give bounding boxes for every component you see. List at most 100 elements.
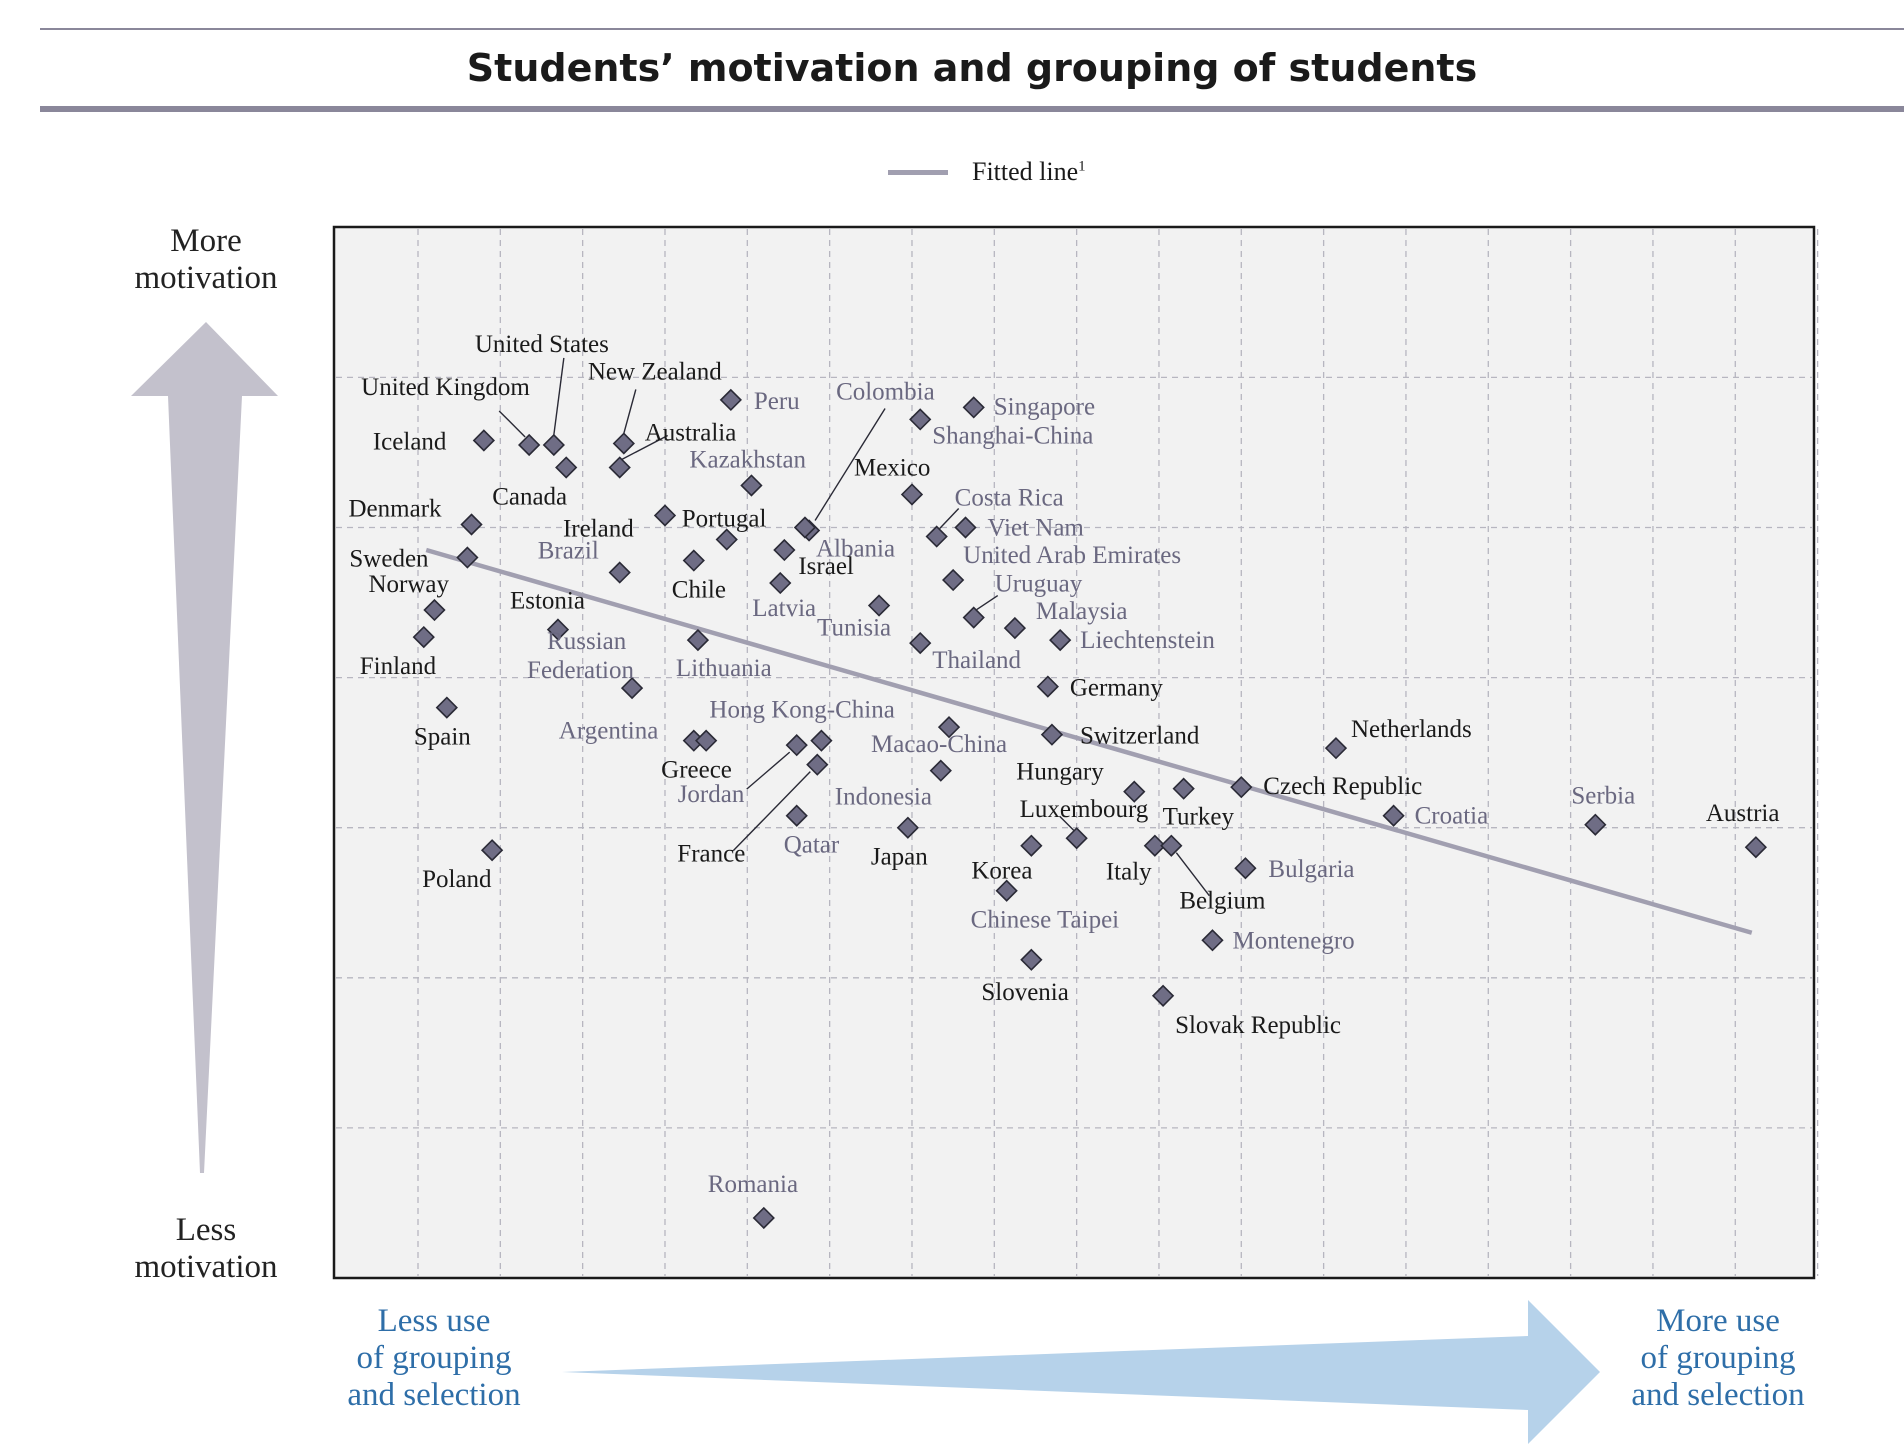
legend-footnote: 1: [1078, 158, 1086, 175]
data-points: [412, 388, 1767, 1230]
label-peru: Peru: [754, 388, 800, 415]
label-uruguay: Uruguay: [995, 571, 1083, 598]
label-germany: Germany: [1070, 675, 1164, 702]
more-grouping-arrow-icon: [562, 1300, 1600, 1444]
point-france: [806, 753, 829, 776]
label-serbia: Serbia: [1571, 783, 1635, 810]
label-chile: Chile: [672, 577, 726, 604]
leader-united-kingdom: [498, 410, 526, 438]
legend-label-text: Fitted line: [972, 157, 1079, 186]
point-denmark: [460, 513, 483, 536]
point-viet-nam: [954, 516, 977, 539]
point-albania: [793, 516, 817, 539]
label-latvia: Latvia: [752, 595, 816, 622]
label-argentina: Argentina: [559, 718, 659, 745]
label-tunisia: Tunisia: [817, 615, 891, 642]
point-bulgaria: [1234, 857, 1257, 880]
point-uruguay: [962, 606, 985, 629]
point-indonesia: [929, 759, 952, 782]
label-russian-federation: Russian Federation: [527, 628, 634, 684]
label-belgium: Belgium: [1179, 888, 1266, 915]
y-axis-bottom-label: Less motivation: [96, 1212, 316, 1286]
label-norway: Norway: [368, 571, 449, 598]
x-axis-left-label: Less use of grouping and selection: [304, 1303, 564, 1414]
label-poland: Poland: [422, 866, 492, 893]
point-latvia: [769, 571, 792, 595]
label-jordan: Jordan: [678, 781, 745, 808]
label-australia: Australia: [645, 419, 737, 446]
leader-uruguay: [976, 594, 999, 611]
leader-costa-rica: [939, 508, 960, 529]
fitted-line: [425, 547, 1753, 935]
label-kazakhstan: Kazakhstan: [689, 446, 806, 473]
leader-belgium: [1175, 852, 1210, 897]
label-spain: Spain: [414, 724, 471, 751]
y-axis-bottom-line1: Less: [175, 1212, 237, 1248]
point-costa-rica: [925, 525, 948, 548]
label-lithuania: Lithuania: [676, 655, 772, 682]
x-axis-left-line2: of grouping: [356, 1340, 512, 1376]
label-greece: Greece: [661, 757, 732, 784]
label-viet-nam: Viet Nam: [987, 515, 1084, 542]
label-portugal: Portugal: [682, 506, 767, 533]
point-new-zealand: [612, 432, 635, 455]
legend: Fitted line1: [888, 154, 1086, 190]
label-united-kingdom: United Kingdom: [361, 374, 530, 401]
point-norway: [423, 598, 446, 622]
leader-colombia: [814, 408, 886, 521]
point-kazakhstan: [740, 474, 763, 497]
label-croatia: Croatia: [1415, 803, 1489, 830]
point-singapore: [962, 396, 985, 419]
leader-jordan: [746, 751, 791, 790]
point-canada: [555, 456, 578, 479]
label-qatar: Qatar: [784, 832, 840, 859]
point-chile: [682, 549, 705, 572]
x-axis-right-label: More use of grouping and selection: [1588, 1303, 1848, 1414]
point-united-states: [542, 433, 565, 457]
point-hong-kong-china: [810, 729, 833, 752]
label-italy: Italy: [1106, 859, 1152, 886]
point-spain: [435, 696, 458, 719]
plot-area: [334, 227, 1814, 1278]
x-axis-right-line2: of grouping: [1640, 1340, 1796, 1376]
point-ireland: [653, 504, 677, 527]
label-costa-rica: Costa Rica: [955, 485, 1064, 512]
title-rule-bottom: [40, 106, 1904, 112]
point-estonia: [546, 618, 570, 641]
label-thailand: Thailand: [932, 647, 1021, 674]
point-luxembourg: [1065, 827, 1088, 850]
label-ireland: Ireland: [563, 515, 634, 542]
point-united-arab-emirates: [942, 568, 965, 592]
point-korea: [1020, 834, 1043, 857]
point-lithuania: [686, 628, 710, 652]
label-new-zealand: New Zealand: [588, 358, 722, 385]
point-montenegro: [1201, 929, 1224, 952]
more-motivation-arrow-icon: [131, 322, 278, 1173]
x-axis-left-line1: Less use: [377, 1303, 491, 1339]
point-australia: [608, 456, 631, 479]
point-austria: [1744, 836, 1767, 859]
fitted-line-legend-swatch: [888, 169, 948, 175]
point-labels: United States United Kingdom Iceland Canada…: [349, 331, 1780, 1198]
point-hungary: [1123, 780, 1146, 803]
label-romania: Romania: [708, 1171, 798, 1198]
label-bulgaria: Bulgaria: [1268, 856, 1354, 883]
point-portugal: [715, 528, 738, 551]
point-poland: [480, 839, 504, 862]
point-croatia: [1382, 804, 1405, 827]
point-netherlands: [1324, 737, 1348, 760]
point-italy: [1143, 834, 1166, 857]
point-finland: [412, 625, 435, 649]
point-shanghai-china: [909, 408, 932, 431]
point-russian-federation: [620, 676, 644, 700]
label-colombia: Colombia: [836, 379, 935, 406]
point-united-kingdom: [518, 433, 541, 457]
point-czech-republic: [1230, 776, 1253, 799]
label-hong-kong-china: Hong Kong-China: [709, 697, 894, 724]
leader-luxembourg: [1059, 815, 1075, 831]
label-mexico: Mexico: [854, 454, 930, 481]
x-axis-right-line1: More use: [1656, 1303, 1780, 1339]
label-united-states: United States: [475, 331, 609, 358]
label-chinese-taipei: Chinese Taipei: [971, 907, 1120, 934]
label-japan: Japan: [871, 844, 928, 871]
